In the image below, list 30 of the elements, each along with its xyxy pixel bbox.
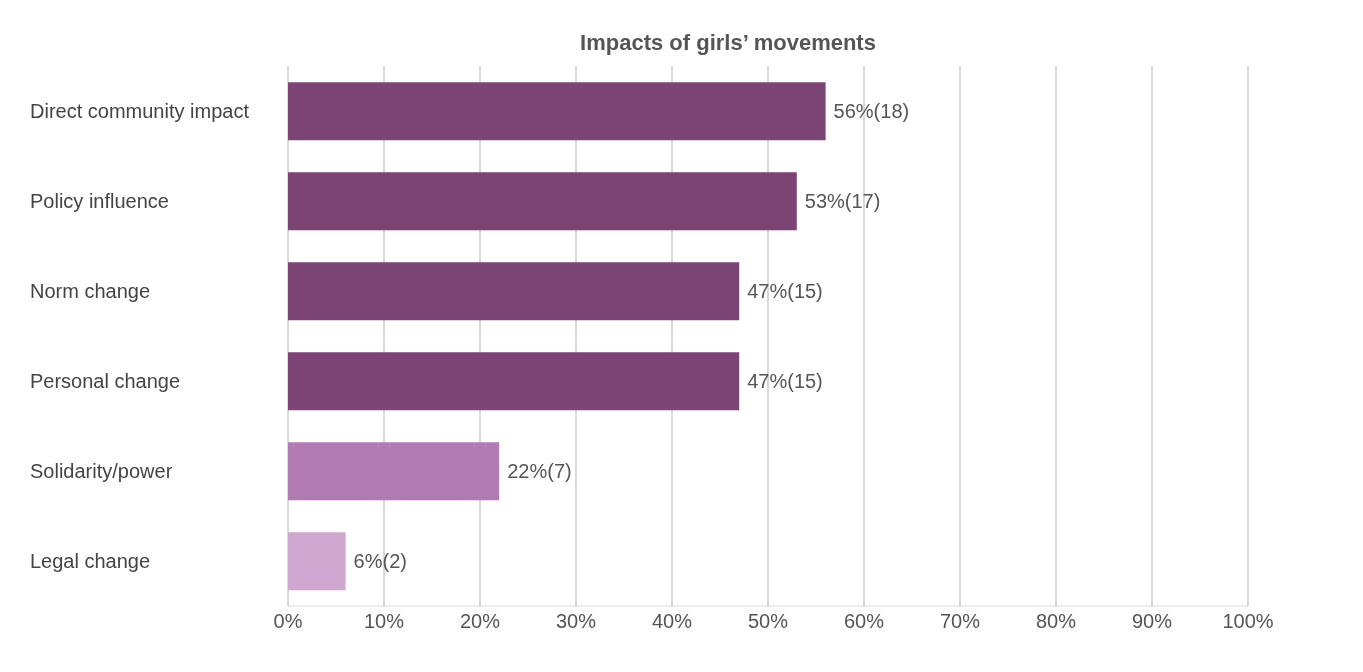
y-tick-label: Solidarity/power xyxy=(30,460,173,483)
data-label: 47%(15) xyxy=(747,370,823,393)
data-label: 53%(17) xyxy=(804,190,881,213)
x-tick-label: 30% xyxy=(555,610,597,633)
x-tick-label: 10% xyxy=(363,610,405,633)
bar xyxy=(288,352,740,411)
x-tick-label: 40% xyxy=(651,610,693,633)
x-tick-label: 70% xyxy=(939,610,981,633)
y-tick-label: Personal change xyxy=(30,370,181,393)
bar xyxy=(288,172,797,231)
y-tick-label: Legal change xyxy=(30,550,151,573)
y-tick-label: Direct community impact xyxy=(30,100,250,123)
data-label: 47%(15) xyxy=(747,280,823,303)
data-label: 56%(18) xyxy=(833,100,910,123)
bar xyxy=(288,262,740,321)
x-tick-label: 60% xyxy=(843,610,885,633)
bar xyxy=(288,532,346,591)
x-tick-label: 20% xyxy=(459,610,501,633)
data-label: 6%(2) xyxy=(353,550,407,573)
x-tick-label: 0% xyxy=(273,610,303,633)
x-tick-label: 100% xyxy=(1222,610,1274,633)
chart-title: Impacts of girls’ movements xyxy=(579,30,877,56)
x-tick-label: 90% xyxy=(1131,610,1173,633)
x-tick-label: 80% xyxy=(1035,610,1077,633)
x-tick-label: 50% xyxy=(747,610,789,633)
bar xyxy=(288,442,500,501)
data-label: 22%(7) xyxy=(507,460,572,483)
y-tick-label: Policy influence xyxy=(30,190,169,213)
y-tick-label: Norm change xyxy=(30,280,151,303)
bar xyxy=(288,82,826,141)
